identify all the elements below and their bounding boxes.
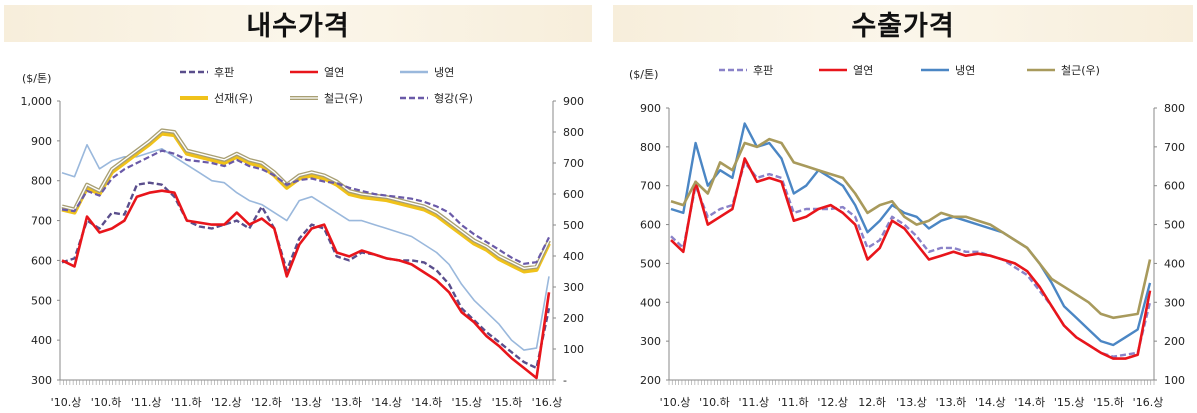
domestic-xtick-label: '12.하 [251,395,282,409]
domestic-series-1-line [61,189,551,380]
domestic-ytick-label: 500 [31,294,52,307]
export-xtick-label: '14.하 [1014,395,1045,409]
domestic-xtick-label: '12.상 [211,396,242,409]
export-ytick-label: 500 [640,257,661,270]
domestic-y2tick-label: 900 [563,95,584,108]
domestic-series-3-line [61,131,551,274]
domestic-unit-label: ($/톤) [22,72,51,85]
domestic-price-panel: 내수가격 ($/톤) 1,000 900 800 700 600 500 400 300 900 8… [0,0,596,413]
export-y2tick-label: 100 [1164,374,1185,387]
domestic-ytick-label: 900 [31,135,52,148]
domestic-xtick-label: '11.하 [171,395,202,409]
export-xtick-label: '10.상 [660,396,691,409]
export-y2tick-label: 200 [1164,335,1185,348]
export-series-0-line [670,161,1152,358]
domestic-series-0-line [61,181,551,370]
domestic-legend-0-label: 후판 [214,66,234,79]
domestic-legend-5-label: 형강(우) [434,92,473,105]
export-xtick-label: '15.상 [1054,396,1085,409]
export-y2tick-label: 500 [1164,219,1185,232]
domestic-xtick-label: '15.상 [452,396,483,409]
export-price-chart: ($/톤) 900 800 700 600 500 400 300 200 800 700 600 50… [629,64,1185,409]
domestic-xtick-label: '15.하 [492,395,523,409]
export-xtick-label: '16.상 [1133,396,1164,409]
export-series-1-line [670,157,1152,360]
export-legend-3-label: 철근(우) [1061,64,1100,77]
export-xtick-label: '11.상 [739,396,770,409]
export-y2tick-label: 600 [1164,180,1185,193]
export-ytick-label: 200 [640,374,661,387]
export-legend-0-label: 후판 [753,64,773,77]
export-ytick-label: 400 [640,296,661,309]
domestic-y2tick-label: - [563,374,567,387]
export-price-panel: 수출가격 ($/톤) 900 800 700 600 500 400 300 200 800 700… [609,0,1197,413]
domestic-xtick-label: '13.상 [291,396,322,409]
export-xtick-label: '13.하 [936,395,967,409]
export-xtick-label: '13.상 [896,396,927,409]
domestic-y2tick-label: 500 [563,219,584,232]
domestic-y2tick-label: 100 [563,343,584,356]
domestic-series-4-inner [61,129,550,270]
export-legend-2-label: 냉연 [955,64,975,77]
export-y2tick-label: 800 [1164,102,1185,115]
domestic-ytick-label: 400 [31,334,52,347]
export-xtick-label: '11.하 [778,395,809,409]
domestic-xtick-label: '11.상 [131,396,162,409]
domestic-legend-3-label: 선재(우) [214,92,253,105]
export-title-bar: 수출가격 [613,5,1193,42]
domestic-y2tick-label: 200 [563,312,584,325]
export-ytick-label: 600 [640,219,661,232]
domestic-ytick-label: 700 [31,215,52,228]
export-chart-title: 수출가격 [851,11,955,42]
export-xtick-label: 12.하 [858,395,886,409]
domestic-xtick-label: '14.하 [411,395,442,409]
export-ytick-label: 800 [640,141,661,154]
export-series-2-line [670,122,1152,347]
export-y2tick-label: 400 [1164,257,1185,270]
domestic-xtick-label: '13.하 [331,395,362,409]
domestic-xtick-label: '10.하 [91,395,122,409]
domestic-price-chart: ($/톤) 1,000 900 800 700 600 500 400 300 900 800 700… [21,66,585,409]
domestic-xtick-label: '10.상 [51,396,82,409]
domestic-chart-title: 내수가격 [246,11,350,42]
domestic-ytick-label: 600 [31,254,52,267]
domestic-xtick-label: '14.상 [371,396,402,409]
domestic-y2tick-label: 700 [563,157,584,170]
domestic-series-2-line [61,144,550,351]
domestic-y2tick-label: 600 [563,188,584,201]
export-legend-1-label: 열연 [853,64,873,77]
export-series-3-line [670,137,1152,320]
export-xtick-label: '15.하 [1093,395,1124,409]
domestic-y2tick-label: 400 [563,250,584,263]
domestic-legend-1-label: 열연 [324,66,344,79]
export-ytick-label: 900 [640,102,661,115]
domestic-ytick-label: 1,000 [21,95,53,108]
domestic-y2tick-label: 300 [563,281,584,294]
domestic-title-bar: 내수가격 [4,5,592,42]
domestic-ytick-label: 300 [31,374,52,387]
domestic-xtick-label: '16.상 [532,396,563,409]
export-ytick-label: 700 [640,180,661,193]
export-y2tick-label: 300 [1164,296,1185,309]
domestic-legend-4-label: 철근(우) [324,92,363,105]
domestic-legend-2-label: 냉연 [434,66,454,79]
export-xtick-label: '12.상 [817,396,848,409]
domestic-series-5-line [61,149,550,265]
export-unit-label: ($/톤) [629,68,658,81]
export-y2tick-label: 700 [1164,141,1185,154]
domestic-ytick-label: 800 [31,175,52,188]
export-xtick-label: '14.상 [975,396,1006,409]
export-ytick-label: 300 [640,335,661,348]
export-xtick-label: '10.하 [699,395,730,409]
domestic-y2tick-label: 800 [563,126,584,139]
